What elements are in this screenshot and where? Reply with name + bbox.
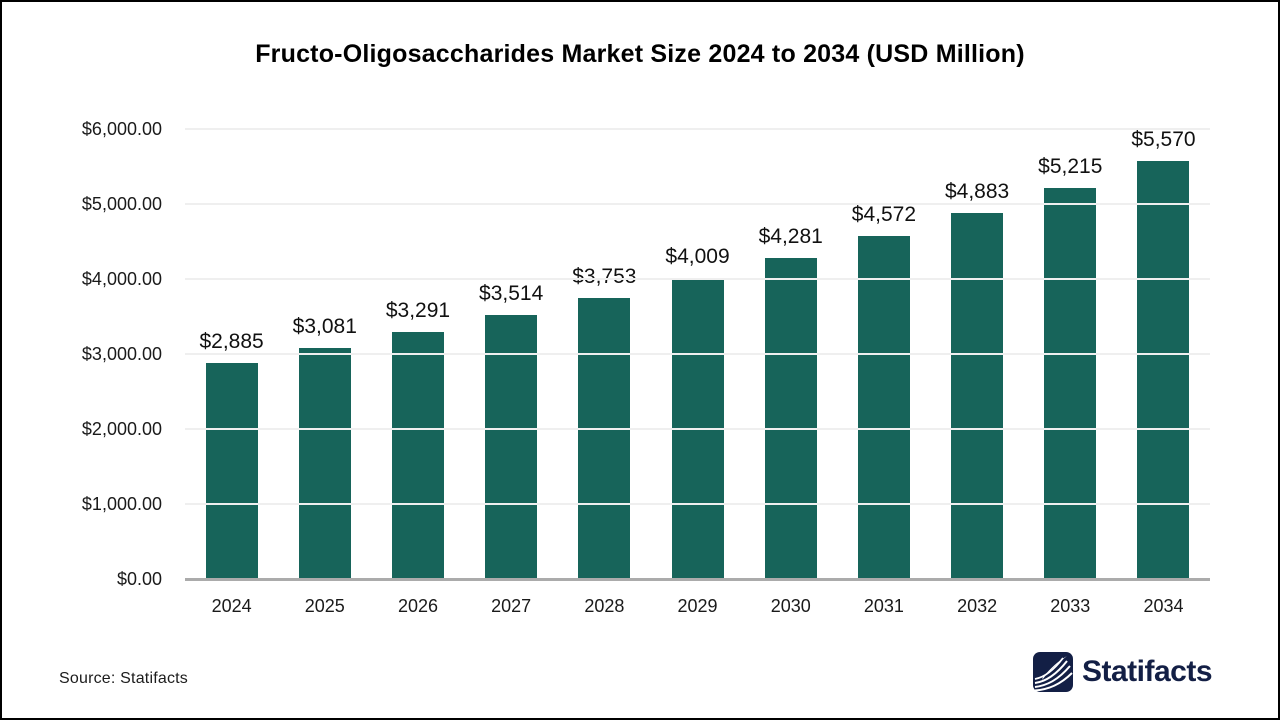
y-axis-tick-label: $1,000.00 <box>81 494 162 514</box>
brand-name: Statifacts <box>1081 655 1213 688</box>
x-axis-tick-label: 2030 <box>770 596 811 616</box>
bars-row: $2,885 $3,081 $3,291 $3,514 $3,753 $4,009 $4,2… <box>185 128 1210 579</box>
bar-value-label: $4,009 <box>665 245 730 269</box>
bar-value-label: $5,215 <box>1038 154 1103 178</box>
bar-value-label: $4,883 <box>944 179 1010 203</box>
y-axis-tick-label: $4,000.00 <box>81 269 162 289</box>
bar <box>764 257 817 579</box>
source-note: Source: Statifacts <box>59 670 188 687</box>
bar <box>485 315 538 579</box>
bar-value-label: $4,572 <box>851 203 917 227</box>
y-axis-tick-label: $2,000.00 <box>81 419 162 439</box>
bar <box>298 347 351 579</box>
y-axis-tick-label: $6,000.00 <box>81 119 162 139</box>
bar-value-label: $3,081 <box>292 314 357 338</box>
gridline <box>185 128 1210 130</box>
bar <box>857 236 910 579</box>
x-axis-tick-label: 2032 <box>957 596 998 616</box>
bar-value-label: $3,291 <box>385 299 451 323</box>
bar-slot: $5,215 <box>1024 129 1117 579</box>
bar-value-label: $4,281 <box>758 224 823 248</box>
gridline <box>185 278 1210 280</box>
y-axis-tick-label: $0.00 <box>116 569 162 589</box>
bar-slot: $2,885 <box>185 129 278 579</box>
bar-slot: $3,753 <box>558 129 651 579</box>
bar-slot: $4,883 <box>931 129 1024 579</box>
bar-value-label: $2,885 <box>199 329 264 353</box>
x-axis-tick-label: 2031 <box>863 596 904 616</box>
x-axis-tick-label: 2027 <box>491 596 532 616</box>
x-axis-tick-label: 2024 <box>211 596 252 616</box>
bar-slot: $3,291 <box>371 129 464 579</box>
x-axis-tick-label: 2025 <box>304 596 345 616</box>
bar-value-label: $3,514 <box>479 282 544 306</box>
bar-slot: $3,514 <box>465 129 558 579</box>
x-axis-labels: 2024 2025 2026 2027 2028 2029 2030 2031 2032 2033… <box>185 596 1210 617</box>
gridline <box>185 353 1210 355</box>
bar-slot: $3,081 <box>278 129 371 579</box>
plot-area: $2,885 $3,081 $3,291 $3,514 $3,753 $4,009 $4,2… <box>185 128 1210 579</box>
bar-slot: $4,572 <box>837 129 930 579</box>
brand-logo[interactable]: Statifacts <box>1032 652 1213 692</box>
y-axis-tick-label: $3,000.00 <box>81 344 162 364</box>
statifacts-logo-icon <box>1032 652 1073 692</box>
chart-title: Fructo-Oligosaccharides Market Size 2024… <box>255 40 1025 68</box>
bar <box>578 297 631 579</box>
x-axis-tick-label: 2028 <box>584 596 625 616</box>
bar <box>951 212 1004 579</box>
bar-slot: $5,570 <box>1117 128 1210 579</box>
y-axis-tick-label: $5,000.00 <box>81 194 162 214</box>
bar <box>1137 161 1190 579</box>
gridline <box>185 203 1210 205</box>
gridline <box>185 428 1210 430</box>
bar-slot: $4,281 <box>744 129 837 579</box>
bar-value-label: $3,753 <box>572 264 637 288</box>
x-axis-tick-label: 2033 <box>1050 596 1091 616</box>
gridline <box>185 503 1210 505</box>
bar <box>205 362 258 579</box>
x-axis-tick-label: 2034 <box>1143 596 1184 616</box>
bar <box>1044 187 1097 579</box>
bar <box>391 332 444 579</box>
bar-value-label: $5,570 <box>1131 128 1196 152</box>
x-axis-tick-label: 2026 <box>397 596 438 616</box>
x-axis-tick-label: 2029 <box>677 596 718 616</box>
x-axis-line <box>185 578 1210 581</box>
